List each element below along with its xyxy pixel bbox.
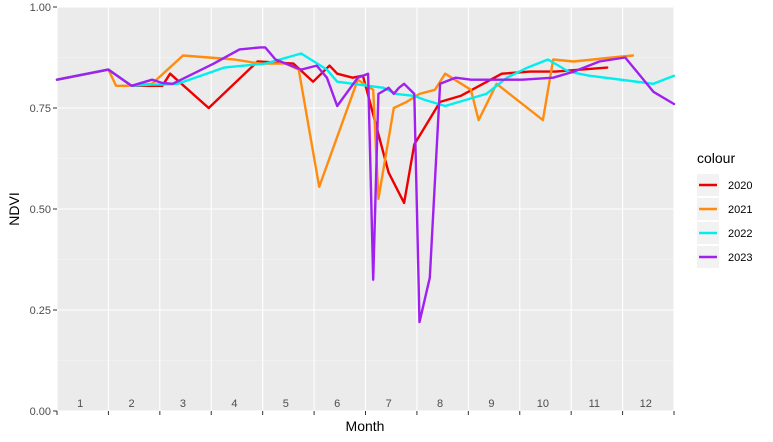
series-line-2022 <box>55 52 676 108</box>
y-tick-label: 0.25 <box>30 305 51 317</box>
x-category-label: 4 <box>231 398 237 410</box>
series-lines <box>55 46 676 324</box>
x-tick-labels: 1 2 3 4 5 6 7 8 9 10 11 12 <box>56 398 675 415</box>
x-category-label: 8 <box>437 398 443 410</box>
x-category-label: 10 <box>537 398 549 410</box>
y-axis-title: NDVI <box>6 192 22 225</box>
x-category-label: 11 <box>589 398 600 410</box>
legend-label-2022: 2022 <box>728 228 752 240</box>
x-category-label: 6 <box>334 398 340 410</box>
y-tick-label: 0.50 <box>30 204 51 216</box>
series-line-2023 <box>55 46 676 324</box>
x-axis-title: Month <box>346 418 385 434</box>
legend-label-2023: 2023 <box>728 252 752 264</box>
y-tick-label: 0.00 <box>30 406 51 418</box>
legend-title: colour <box>697 150 735 166</box>
y-tick-label: 1.00 <box>30 2 51 14</box>
x-category-label: 5 <box>283 398 289 410</box>
y-axis: 0.00 0.25 0.50 0.75 1.00 <box>30 2 57 418</box>
x-category-label: 12 <box>640 398 652 410</box>
y-tick-label: 0.75 <box>30 103 51 115</box>
x-category-label: 3 <box>180 398 186 410</box>
x-category-label: 7 <box>386 398 392 410</box>
series-line-2020 <box>55 60 609 205</box>
series-line-2021 <box>55 54 635 201</box>
legend-label-2021: 2021 <box>728 204 752 216</box>
x-category-label: 2 <box>128 398 134 410</box>
x-category-label: 9 <box>488 398 494 410</box>
x-category-label: 1 <box>77 398 83 410</box>
legend-label-2020: 2020 <box>728 180 752 192</box>
legend: colour 2020 2021 2022 2023 <box>697 150 752 268</box>
